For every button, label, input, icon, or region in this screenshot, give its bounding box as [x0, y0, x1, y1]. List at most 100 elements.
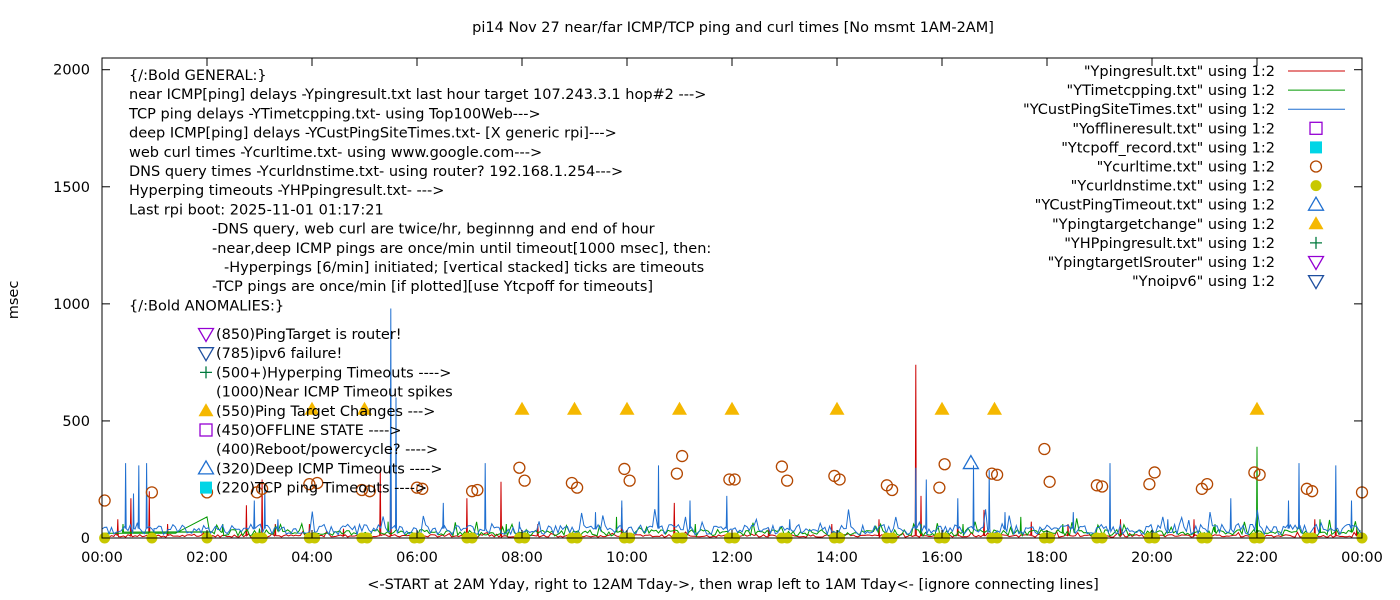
- legend-swatch-8: [1308, 216, 1324, 230]
- legend-label-10: "YpingtargetISrouter" using 1:2: [1048, 255, 1275, 271]
- marker-2-6: [724, 401, 740, 415]
- marker-0-35: [1090, 479, 1104, 492]
- legend-label-8: "Ypingtargetchange" using 1:2: [1052, 217, 1275, 233]
- marker-0-19: [670, 467, 684, 480]
- marker-2-3: [567, 401, 582, 415]
- marker-0-5: [303, 477, 316, 491]
- legend-label-5: "Ycurltime.txt" using 1:2: [1097, 160, 1275, 176]
- marker-3-0: [962, 454, 980, 470]
- marker-0-17: [618, 462, 631, 476]
- marker-0-0: [98, 494, 111, 507]
- legend-label-0: "Ypingresult.txt" using 1:2: [1084, 64, 1275, 80]
- marker-0-37: [1143, 477, 1156, 491]
- marker-0-6: [311, 476, 324, 490]
- anomaly-marker-0: [197, 327, 215, 343]
- x-tick-label-12: 00:00: [1341, 550, 1383, 566]
- anomaly-marker-8: [200, 481, 212, 494]
- x-tick-label-6: 12:00: [711, 550, 753, 566]
- legend-label-9: "YHPpingresult.txt" using 1:2: [1064, 236, 1275, 252]
- note-line-2: TCP ping delays -YTimetcpping.txt- using…: [128, 106, 541, 122]
- y-tick-label-0: 0: [81, 531, 90, 547]
- marker-0-10: [416, 482, 429, 495]
- legend-swatch-11: [1307, 274, 1325, 290]
- marker-0-9: [410, 481, 424, 494]
- marker-2-4: [619, 401, 635, 415]
- legend-swatch-6: [1310, 180, 1322, 192]
- x-axis-label: <-START at 2AM Yday, right to 12AM Tday-…: [367, 577, 1099, 593]
- marker-2-2: [514, 401, 530, 415]
- marker-2-7: [829, 401, 845, 415]
- marker-0-21: [723, 473, 736, 486]
- marker-0-38: [1148, 466, 1161, 479]
- legend-swatch-9: [1310, 236, 1322, 249]
- y-tick-label-4: 2000: [53, 63, 90, 79]
- x-tick-label-9: 18:00: [1026, 550, 1068, 566]
- x-tick-label-0: 00:00: [81, 550, 123, 566]
- chart-title: pi14 Nov 27 near/far ICMP/TCP ping and c…: [472, 20, 994, 36]
- marker-0-11: [465, 485, 479, 498]
- marker-0-12: [471, 483, 484, 497]
- notes-block: {/:Bold GENERAL:} near ICMP[ping] delays …: [128, 68, 711, 314]
- note-line-3: deep ICMP[ping] delays -YCustPingSiteTim…: [129, 126, 617, 142]
- x-tick-label-7: 14:00: [816, 550, 858, 566]
- x-tick-label-10: 20:00: [1131, 550, 1173, 566]
- marker-2-9: [987, 401, 1002, 415]
- legend-swatch-4: [1310, 141, 1322, 154]
- note-line-9: -near,deep ICMP pings are once/min until…: [212, 241, 711, 257]
- note-line-8: -DNS query, web curl are twice/hr, begin…: [212, 222, 655, 238]
- x-tick-label-8: 16:00: [921, 550, 963, 566]
- anomaly-marker-5: [199, 423, 213, 437]
- marker-0-8: [363, 485, 376, 498]
- anomaly-line-8: (220)TCP ping Timeouts ---->: [216, 481, 427, 497]
- anomaly-marker-2: [200, 366, 212, 379]
- marker-0-22: [728, 473, 741, 486]
- marker-0-30: [938, 458, 951, 471]
- x-tick-label-3: 06:00: [396, 550, 438, 566]
- note-line-10: -Hyperpings [6/min] initiated; [vertical…: [224, 260, 704, 276]
- note-line-7: Last rpi boot: 2025-11-01 01:17:21: [129, 202, 384, 218]
- y-axis-label: msec: [6, 281, 22, 320]
- anomaly-marker-1: [197, 347, 215, 363]
- y-tick-label-1: 500: [62, 414, 90, 430]
- note-line-12: {/:Bold ANOMALIES:}: [129, 298, 284, 314]
- marker-2-5: [672, 401, 687, 415]
- legend-label-7: "YCustPingTimeout.txt" using 1:2: [1035, 198, 1275, 214]
- x-tick-label-5: 10:00: [606, 550, 648, 566]
- anomalies-block: (850)PingTarget is router! (785)ipv6 fail…: [197, 327, 453, 497]
- note-line-1: near ICMP[ping] delays -Ypingresult.txt …: [129, 87, 706, 103]
- anomaly-line-1: (785)ipv6 failure!: [216, 346, 342, 362]
- marker-0-1: [145, 486, 159, 499]
- legend: "Ypingresult.txt" using 1:2 "YTimetcpping…: [1023, 64, 1345, 290]
- marker-0-29: [933, 481, 946, 494]
- marker-0-36: [1095, 480, 1109, 493]
- note-line-6: Hyperping timeouts -YHPpingresult.txt- -…: [129, 183, 444, 199]
- marker-0-20: [675, 449, 689, 463]
- y-tick-label-3: 1500: [53, 180, 90, 196]
- marker-0-32: [990, 468, 1004, 481]
- marker-0-26: [833, 473, 846, 486]
- note-line-11: -TCP pings are once/min [if plotted][use…: [212, 279, 653, 295]
- legend-label-4: "Ytcpoff_record.txt" using 1:2: [1061, 140, 1275, 156]
- anomaly-line-6: (400)Reboot/powercycle? ---->: [216, 442, 438, 458]
- marker-0-24: [780, 474, 794, 487]
- marker-0-18: [623, 474, 636, 487]
- marker-0-42: [1253, 468, 1266, 481]
- legend-swatch-10: [1307, 255, 1325, 271]
- legend-label-2: "YCustPingSiteTimes.txt" using 1:2: [1023, 102, 1275, 118]
- note-line-5: DNS query times -Ycurldnstime.txt- using…: [129, 164, 623, 180]
- anomaly-line-2: (500+)Hyperping Timeouts ---->: [216, 365, 451, 381]
- marker-2-1: [357, 401, 372, 415]
- axes: 00:00 02:00 04:00 06:00 08:00 10:00 12:00 14:00…: [53, 57, 1383, 566]
- marker-0-13: [513, 461, 526, 474]
- anomaly-marker-7: [197, 459, 215, 475]
- marker-0-44: [1305, 485, 1319, 498]
- anomaly-line-7: (320)Deep ICMP Timeouts ---->: [216, 461, 443, 477]
- marker-0-28: [885, 483, 899, 497]
- marker-2-0: [304, 401, 320, 415]
- marker-0-14: [518, 474, 531, 487]
- legend-label-1: "YTimetcpping.txt" using 1:2: [1067, 83, 1275, 99]
- note-line-4: web curl times -Ycurltime.txt- using www…: [129, 145, 542, 161]
- marker-0-34: [1043, 475, 1056, 488]
- anomaly-line-3: (1000)Near ICMP Timeout spikes: [216, 385, 453, 401]
